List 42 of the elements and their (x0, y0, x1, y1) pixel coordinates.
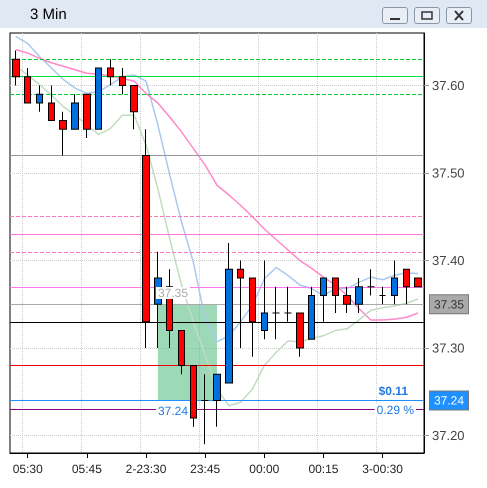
candlestick (201, 374, 209, 445)
chart-title: 3 Min (30, 6, 67, 23)
candlestick (48, 85, 55, 121)
x-tick-label: 3-00:30 (362, 462, 404, 476)
x-tick-label: 05:45 (72, 462, 102, 476)
candlestick (71, 94, 79, 130)
y-tick-label: 37.60 (432, 78, 465, 93)
candlestick (379, 286, 386, 305)
annotation: $0.11 (378, 384, 408, 398)
x-tick-label: 05:30 (12, 462, 44, 476)
candlestick (355, 278, 363, 314)
candlestick (107, 58, 114, 86)
candlestick (367, 268, 375, 296)
ref-line-label: 37.24 (434, 394, 464, 408)
candlestick (12, 50, 20, 86)
ref-line-label: 37.35 (434, 297, 464, 312)
x-tick-label: 2-23:30 (126, 462, 167, 476)
candlestick (95, 68, 102, 130)
candlestick (59, 111, 67, 156)
x-tick-label: 00:00 (249, 462, 280, 476)
candlestick (213, 374, 221, 428)
candlestick (36, 85, 43, 112)
candlestick (332, 278, 339, 314)
candlestick (130, 85, 138, 130)
y-tick-label: 37.30 (432, 340, 465, 356)
candlestick (343, 286, 351, 314)
candlestick (190, 365, 197, 428)
y-tick-label: 37.40 (432, 253, 465, 268)
annotation: 0.29 % (376, 403, 414, 417)
annotation: 37.35 (158, 286, 188, 300)
annotation: 37.24 (158, 404, 188, 418)
candlestick (24, 68, 31, 104)
candlestick (83, 94, 91, 138)
x-tick-label: 23:45 (190, 462, 221, 476)
candlestick (414, 278, 422, 288)
candlestick (391, 260, 398, 305)
candlestick (403, 268, 410, 305)
x-tick-label: 00:15 (308, 462, 339, 476)
candlestick (119, 68, 126, 95)
y-tick-label: 37.20 (432, 428, 465, 443)
candlestick (178, 330, 185, 375)
y-tick-label: 37.50 (432, 166, 465, 180)
